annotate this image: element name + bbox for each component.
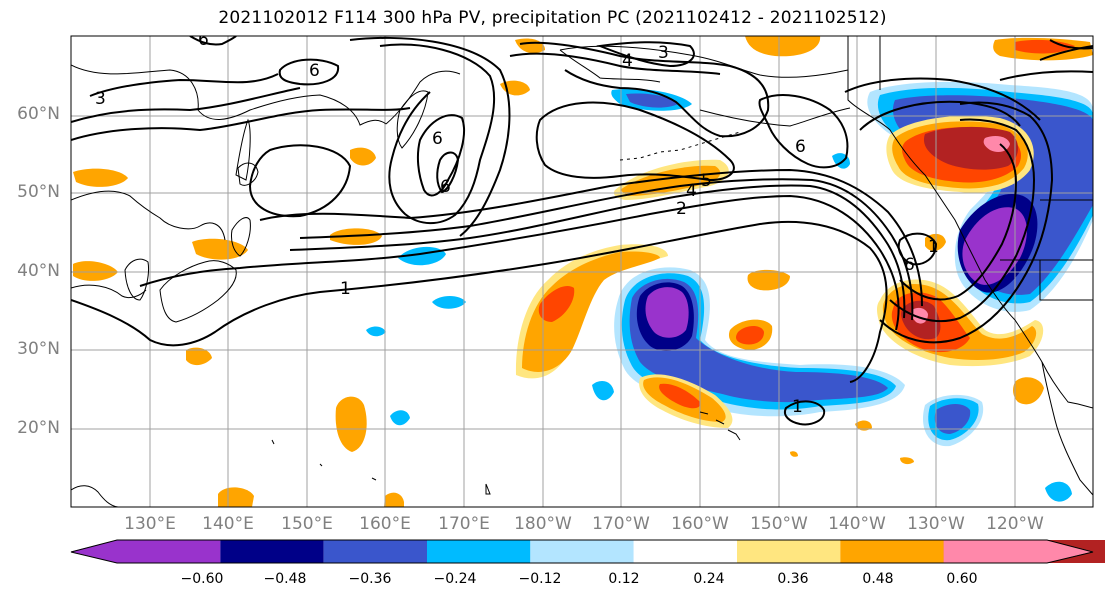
contour-label: 3: [658, 43, 669, 63]
lon-label: 160°W: [671, 514, 729, 534]
contour-label: 6: [904, 255, 915, 275]
contour-label: 6: [795, 137, 806, 157]
contour-label: 6: [198, 30, 209, 50]
colorbar-tick: 0.48: [862, 571, 894, 587]
lon-label: 130°E: [124, 514, 176, 534]
lon-label: 160°E: [359, 514, 411, 534]
contour-label: 3: [95, 89, 106, 109]
map-title: 2021102012 F114 300 hPa PV, precipitatio…: [218, 8, 887, 28]
colorbar-cell: [737, 540, 841, 563]
contour-labels: 6 3 6 4 3 6 6 6 5 4 2 1 1 1 6: [95, 30, 939, 417]
lon-label: 130°W: [907, 514, 965, 534]
lat-label-40n: 40°N: [17, 261, 60, 281]
colorbar-tick: −0.36: [348, 571, 392, 587]
contour-label: 1: [340, 279, 351, 299]
colorbar-cell: [323, 540, 427, 563]
contour-label: 5: [701, 171, 712, 191]
contour-label: 1: [792, 397, 803, 417]
colorbar-cell: [427, 540, 531, 563]
contour-label: 1: [928, 237, 939, 257]
lon-label: 170°E: [438, 514, 490, 534]
contour-label: 4: [686, 181, 697, 201]
lon-label: 170°W: [592, 514, 650, 534]
contour-label: 6: [432, 129, 443, 149]
contour-label: 2: [676, 199, 687, 219]
lat-label-30n: 30°N: [17, 339, 60, 359]
lon-label: 150°E: [281, 514, 333, 534]
lat-label-50n: 50°N: [17, 182, 60, 202]
colorbar-cells: [71, 540, 1105, 563]
colorbar-tick: 0.24: [693, 571, 725, 587]
colorbar-cell: [633, 540, 737, 563]
colorbar-cell: [530, 540, 634, 563]
graticule: [71, 36, 1093, 507]
colorbar-outline: [70, 539, 1094, 564]
colorbar-tick: −0.60: [180, 571, 224, 587]
coastlines: [71, 36, 1093, 507]
colorbar-tick: −0.12: [518, 571, 562, 587]
colorbar-cell: [220, 540, 324, 563]
contour-label: 6: [440, 177, 451, 197]
pv-contours: [71, 36, 1093, 426]
lon-label: 150°W: [750, 514, 808, 534]
colorbar-tick: −0.24: [433, 571, 477, 587]
colorbar-cell: [71, 540, 221, 563]
colorbar-tick: 0.12: [608, 571, 640, 587]
lon-label: 140°W: [828, 514, 886, 534]
colorbar-cell: [840, 540, 944, 563]
lon-label: 180°W: [514, 514, 572, 534]
contour-label: 4: [622, 51, 633, 71]
lon-label: 120°W: [986, 514, 1044, 534]
colorbar-tick: 0.36: [777, 571, 809, 587]
lon-label: 140°E: [202, 514, 254, 534]
colorbar-tick: −0.48: [263, 571, 307, 587]
colorbar-cell: [943, 540, 1093, 563]
lat-label-20n: 20°N: [17, 418, 60, 438]
contour-label: 6: [309, 61, 320, 81]
lat-label-60n: 60°N: [17, 104, 60, 124]
colorbar-tick: 0.60: [946, 571, 978, 587]
